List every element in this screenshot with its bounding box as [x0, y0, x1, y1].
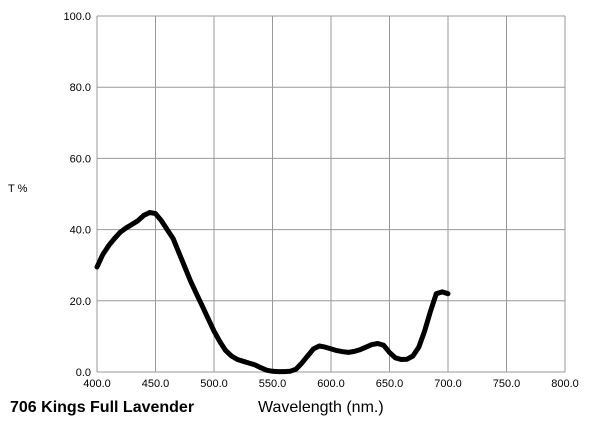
y-tick-label: 40.0 [70, 225, 91, 237]
x-tick-label: 800.0 [551, 378, 579, 390]
x-tick-label: 700.0 [434, 378, 462, 390]
x-axis-ticks: 400.0 450.0 500.0 550.0 600.0 650.0 700.0 750.0… [83, 378, 579, 390]
x-tick-label: 750.0 [493, 378, 521, 390]
y-tick-label: 20.0 [70, 296, 91, 308]
grid [96, 15, 566, 373]
x-axis-label: Wavelength (nm.) [258, 399, 384, 416]
x-tick-label: 650.0 [376, 378, 404, 390]
transmission-curve [94, 210, 451, 375]
y-axis-ticks: 0.0 20.0 40.0 60.0 80.0 100.0 [63, 11, 91, 379]
x-tick-label: 600.0 [317, 378, 345, 390]
y-tick-label: 0.0 [76, 367, 91, 379]
x-tick-label: 500.0 [200, 378, 228, 390]
y-tick-label: 60.0 [70, 153, 91, 165]
y-tick-label: 80.0 [70, 82, 91, 94]
x-tick-label: 400.0 [83, 378, 111, 390]
x-tick-label: 550.0 [259, 378, 287, 390]
series-layer [94, 210, 451, 375]
x-tick-label: 450.0 [142, 378, 170, 390]
chart-title: 706 Kings Full Lavender [10, 399, 194, 416]
y-tick-label: 100.0 [63, 11, 91, 23]
y-axis-label: T % [8, 183, 28, 195]
